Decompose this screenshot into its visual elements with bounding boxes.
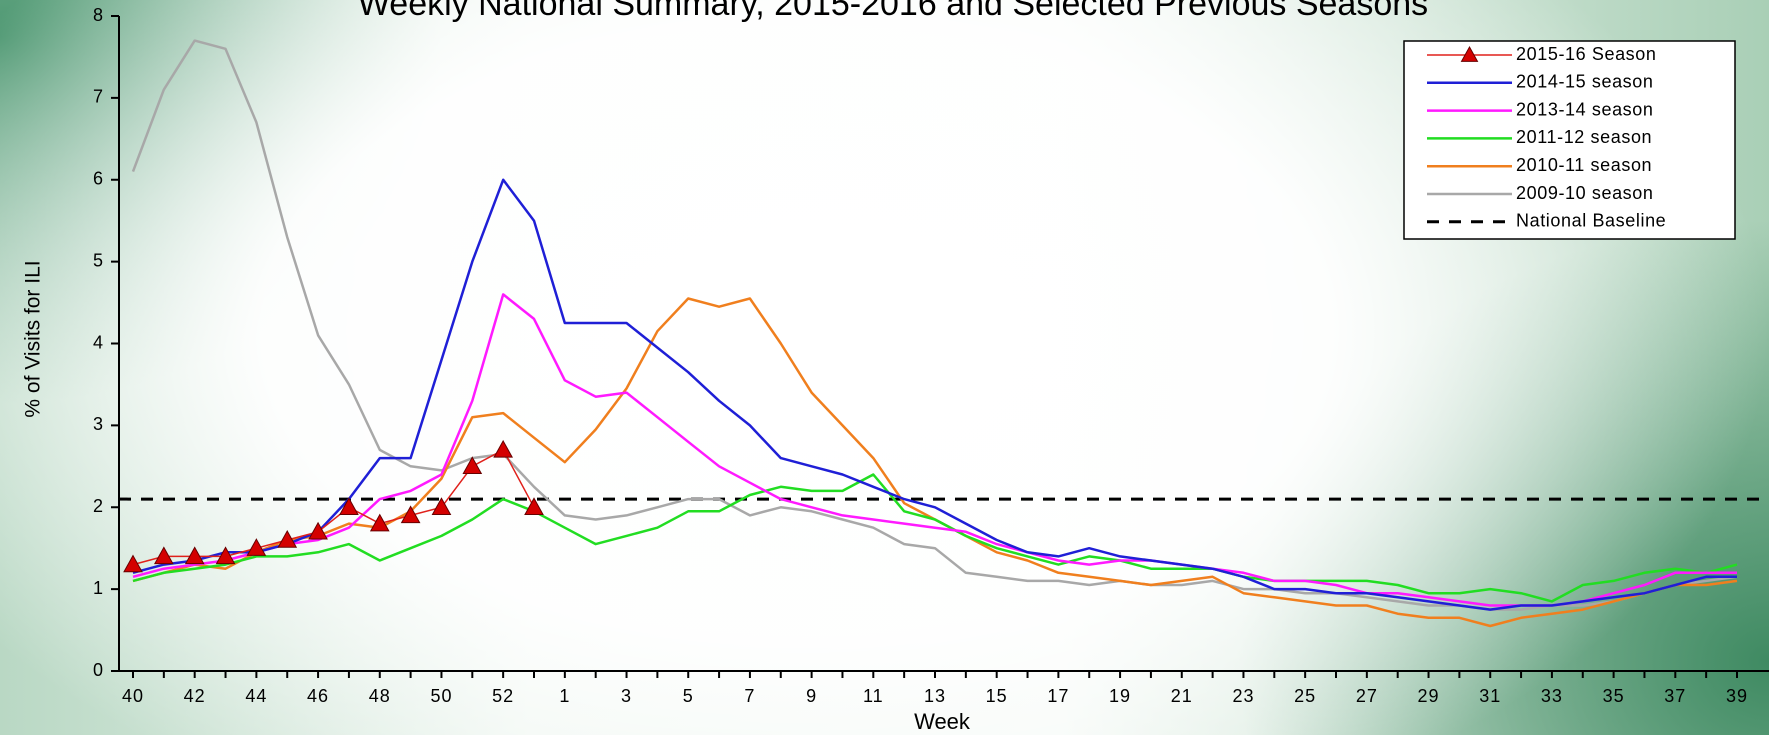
x-tick-label: 13 bbox=[924, 686, 946, 706]
x-tick-label: 9 bbox=[806, 686, 817, 706]
legend-label: 2010-11 season bbox=[1516, 155, 1652, 175]
x-tick-label: 37 bbox=[1664, 686, 1686, 706]
y-tick-label: 2 bbox=[93, 496, 103, 516]
x-tick-label: 17 bbox=[1047, 686, 1069, 706]
x-tick-label: 3 bbox=[621, 686, 632, 706]
x-tick-label: 50 bbox=[430, 686, 452, 706]
chart-title: Weekly National Summary, 2015-2016 and S… bbox=[358, 0, 1428, 23]
marker bbox=[277, 529, 298, 548]
x-tick-label: 42 bbox=[184, 686, 206, 706]
legend-marker bbox=[1460, 45, 1479, 62]
x-tick-label: 23 bbox=[1232, 686, 1254, 706]
legend-label: 2014-15 season bbox=[1516, 72, 1654, 92]
series-line bbox=[132, 473, 1738, 603]
marker bbox=[184, 546, 205, 565]
marker bbox=[524, 497, 544, 515]
y-axis-label: % of Visits for ILI bbox=[22, 260, 45, 417]
x-tick-label: 31 bbox=[1479, 686, 1501, 706]
x-tick-label: 40 bbox=[122, 686, 144, 706]
x-tick-label: 52 bbox=[492, 686, 514, 706]
y-tick-label: 6 bbox=[93, 169, 103, 189]
x-tick-label: 7 bbox=[744, 686, 755, 706]
x-tick-label: 19 bbox=[1109, 686, 1131, 706]
x-tick-label: 21 bbox=[1171, 686, 1193, 706]
marker bbox=[153, 546, 174, 565]
marker bbox=[308, 521, 328, 540]
marker bbox=[369, 513, 390, 532]
y-tick-label: 5 bbox=[93, 250, 103, 270]
y-tick-label: 1 bbox=[93, 578, 103, 598]
x-tick-label: 33 bbox=[1541, 686, 1563, 706]
x-tick-label: 46 bbox=[307, 686, 329, 706]
marker bbox=[462, 456, 483, 475]
y-tick-label: 7 bbox=[93, 87, 103, 107]
x-axis-label: Week bbox=[914, 709, 971, 734]
marker bbox=[431, 497, 452, 515]
x-tick-label: 48 bbox=[369, 686, 391, 706]
marker bbox=[215, 546, 236, 565]
x-tick-label: 44 bbox=[245, 686, 267, 706]
x-tick-label: 1 bbox=[559, 686, 570, 706]
x-tick-label: 11 bbox=[863, 686, 884, 706]
x-tick-label: 5 bbox=[683, 686, 694, 706]
series-line bbox=[132, 297, 1738, 628]
marker bbox=[339, 497, 359, 515]
x-tick-label: 27 bbox=[1356, 686, 1378, 706]
legend-box bbox=[1403, 40, 1736, 240]
marker bbox=[123, 554, 143, 573]
x-tick-label: 39 bbox=[1726, 686, 1748, 706]
y-tick-label: 4 bbox=[93, 332, 103, 352]
marker bbox=[246, 538, 267, 556]
marker bbox=[493, 439, 514, 458]
y-tick-label: 3 bbox=[93, 414, 103, 434]
series-line bbox=[132, 178, 1737, 611]
x-tick-label: 35 bbox=[1603, 686, 1625, 706]
legend-label: 2013-14 season bbox=[1516, 99, 1654, 119]
x-tick-label: 25 bbox=[1294, 686, 1316, 706]
legend-label: National Baseline bbox=[1516, 211, 1666, 231]
series-line bbox=[132, 293, 1737, 607]
x-tick-label: 15 bbox=[986, 686, 1008, 706]
y-tick-label: 0 bbox=[93, 660, 103, 680]
legend-label: 2011-12 season bbox=[1516, 127, 1652, 147]
y-tick-label: 8 bbox=[93, 5, 103, 25]
marker bbox=[400, 505, 421, 524]
legend-label: 2009-10 season bbox=[1516, 183, 1654, 203]
legend-label: 2015-16 Season bbox=[1516, 44, 1657, 64]
x-tick-label: 29 bbox=[1418, 686, 1440, 706]
